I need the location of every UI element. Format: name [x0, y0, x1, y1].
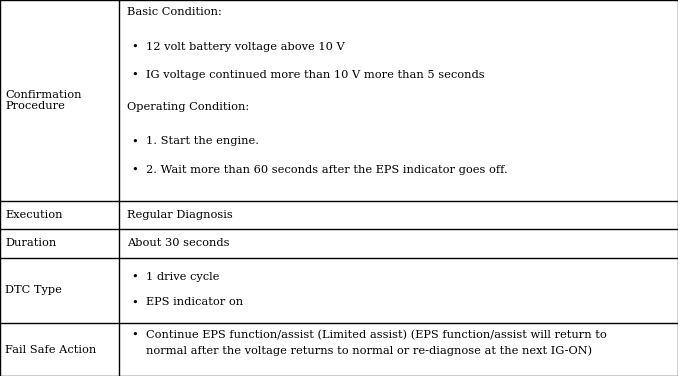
Text: •: •: [131, 297, 138, 308]
Text: normal after the voltage returns to normal or re-diagnose at the next IG-ON): normal after the voltage returns to norm…: [146, 346, 592, 356]
Text: DTC Type: DTC Type: [5, 285, 62, 296]
Text: About 30 seconds: About 30 seconds: [127, 238, 229, 249]
Text: •: •: [131, 330, 138, 340]
Text: 1. Start the engine.: 1. Start the engine.: [146, 136, 259, 146]
Text: 12 volt battery voltage above 10 V: 12 volt battery voltage above 10 V: [146, 41, 344, 52]
Text: •: •: [131, 272, 138, 282]
Text: •: •: [131, 70, 138, 80]
Text: Operating Condition:: Operating Condition:: [127, 102, 249, 112]
Text: •: •: [131, 136, 138, 146]
Text: 1 drive cycle: 1 drive cycle: [146, 272, 219, 282]
Text: EPS indicator on: EPS indicator on: [146, 297, 243, 308]
Text: Execution: Execution: [5, 210, 63, 220]
Text: •: •: [131, 165, 138, 175]
Text: 2. Wait more than 60 seconds after the EPS indicator goes off.: 2. Wait more than 60 seconds after the E…: [146, 165, 508, 175]
Text: IG voltage continued more than 10 V more than 5 seconds: IG voltage continued more than 10 V more…: [146, 70, 484, 80]
Text: Basic Condition:: Basic Condition:: [127, 7, 222, 17]
Text: •: •: [131, 41, 138, 52]
Text: Fail Safe Action: Fail Safe Action: [5, 345, 97, 355]
Text: Duration: Duration: [5, 238, 57, 249]
Text: Regular Diagnosis: Regular Diagnosis: [127, 210, 233, 220]
Text: Continue EPS function/assist (Limited assist) (EPS function/assist will return t: Continue EPS function/assist (Limited as…: [146, 330, 607, 340]
Text: Confirmation
Procedure: Confirmation Procedure: [5, 90, 82, 111]
